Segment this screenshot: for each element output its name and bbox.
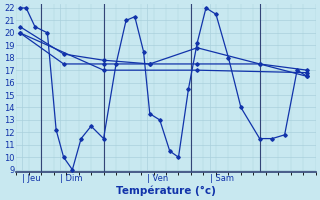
X-axis label: Température (°c): Température (°c) [116,185,216,196]
